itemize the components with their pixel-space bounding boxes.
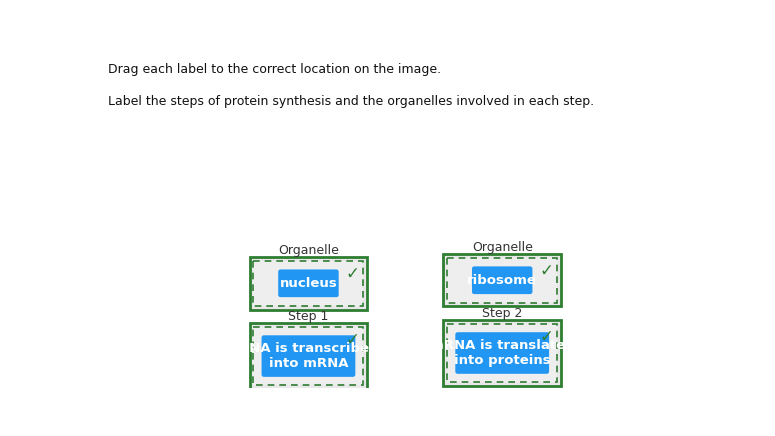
FancyBboxPatch shape xyxy=(253,327,363,385)
Text: Organelle: Organelle xyxy=(472,241,532,254)
FancyBboxPatch shape xyxy=(447,324,557,382)
Text: ✓: ✓ xyxy=(346,331,360,349)
Text: ✓: ✓ xyxy=(346,265,360,283)
FancyBboxPatch shape xyxy=(443,254,561,307)
Text: Step 2: Step 2 xyxy=(482,307,522,320)
FancyBboxPatch shape xyxy=(253,261,363,306)
Text: Step 1: Step 1 xyxy=(288,310,329,323)
FancyBboxPatch shape xyxy=(250,257,367,310)
FancyBboxPatch shape xyxy=(278,269,339,297)
Text: ✓: ✓ xyxy=(539,262,553,280)
Text: nucleus: nucleus xyxy=(280,277,337,290)
FancyBboxPatch shape xyxy=(250,324,367,389)
Text: ribosome: ribosome xyxy=(467,274,537,287)
FancyBboxPatch shape xyxy=(456,332,549,374)
FancyBboxPatch shape xyxy=(447,258,557,303)
Text: mRNA is translated
into proteins: mRNA is translated into proteins xyxy=(430,339,574,367)
FancyBboxPatch shape xyxy=(472,266,532,294)
FancyBboxPatch shape xyxy=(443,320,561,386)
Text: ✓: ✓ xyxy=(539,328,553,346)
Text: Label the steps of protein synthesis and the organelles involved in each step.: Label the steps of protein synthesis and… xyxy=(109,95,594,109)
FancyBboxPatch shape xyxy=(262,335,355,377)
Text: Drag each label to the correct location on the image.: Drag each label to the correct location … xyxy=(109,63,442,76)
Text: DNA is transcribed
into mRNA: DNA is transcribed into mRNA xyxy=(238,342,379,370)
Text: Organelle: Organelle xyxy=(278,244,339,257)
